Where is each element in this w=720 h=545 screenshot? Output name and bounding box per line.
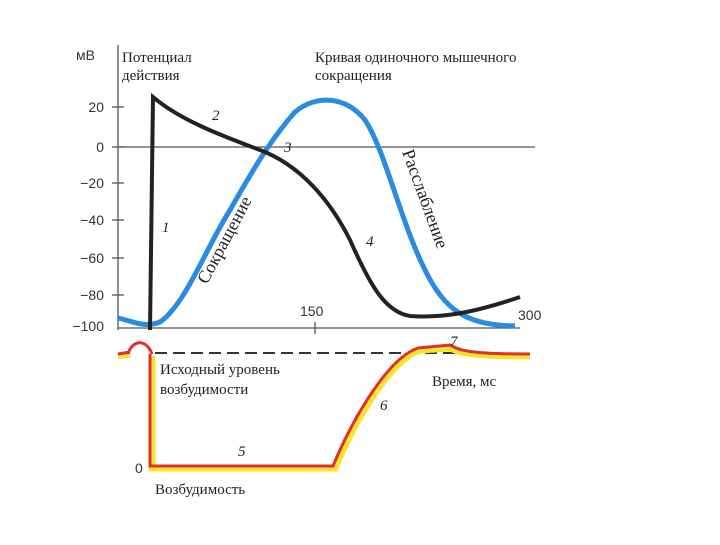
label: действия [122,68,180,84]
y-tick-label: 0 [96,139,104,155]
marker: 6 [380,398,388,414]
y-tick-label: −40 [80,212,104,228]
axis-unit: мВ [76,47,95,63]
marker: 2 [212,108,220,124]
y-tick-label: −100 [72,318,104,334]
y-tick-label: −60 [80,250,104,266]
label: возбудимости [160,382,248,398]
marker: 3 [283,140,292,156]
action-potential-curve [148,92,521,331]
marker: 1 [162,220,170,236]
axes [112,45,535,334]
x-tick-label: 150 [300,303,324,319]
label: Возбудимость [155,482,245,498]
label: 0 [135,460,143,476]
x-axis-label: Время, мс [432,374,497,390]
label: сокращения [315,68,392,84]
excitability-bump [126,341,154,355]
marker: 5 [238,444,246,460]
y-tick-label: −20 [80,175,104,191]
y-tick-label: −80 [80,287,104,303]
excitability-curve-yellow [117,344,531,472]
marker: 4 [366,234,374,250]
marker: 7 [450,334,459,350]
contraction-curve [117,97,516,329]
x-tick-label: 300 [518,307,542,323]
label: Потенциал [122,50,192,66]
y-tick-label: 20 [88,99,104,115]
label: Исходный уровень [160,362,280,378]
label: Кривая одиночного мышечного [315,50,516,66]
